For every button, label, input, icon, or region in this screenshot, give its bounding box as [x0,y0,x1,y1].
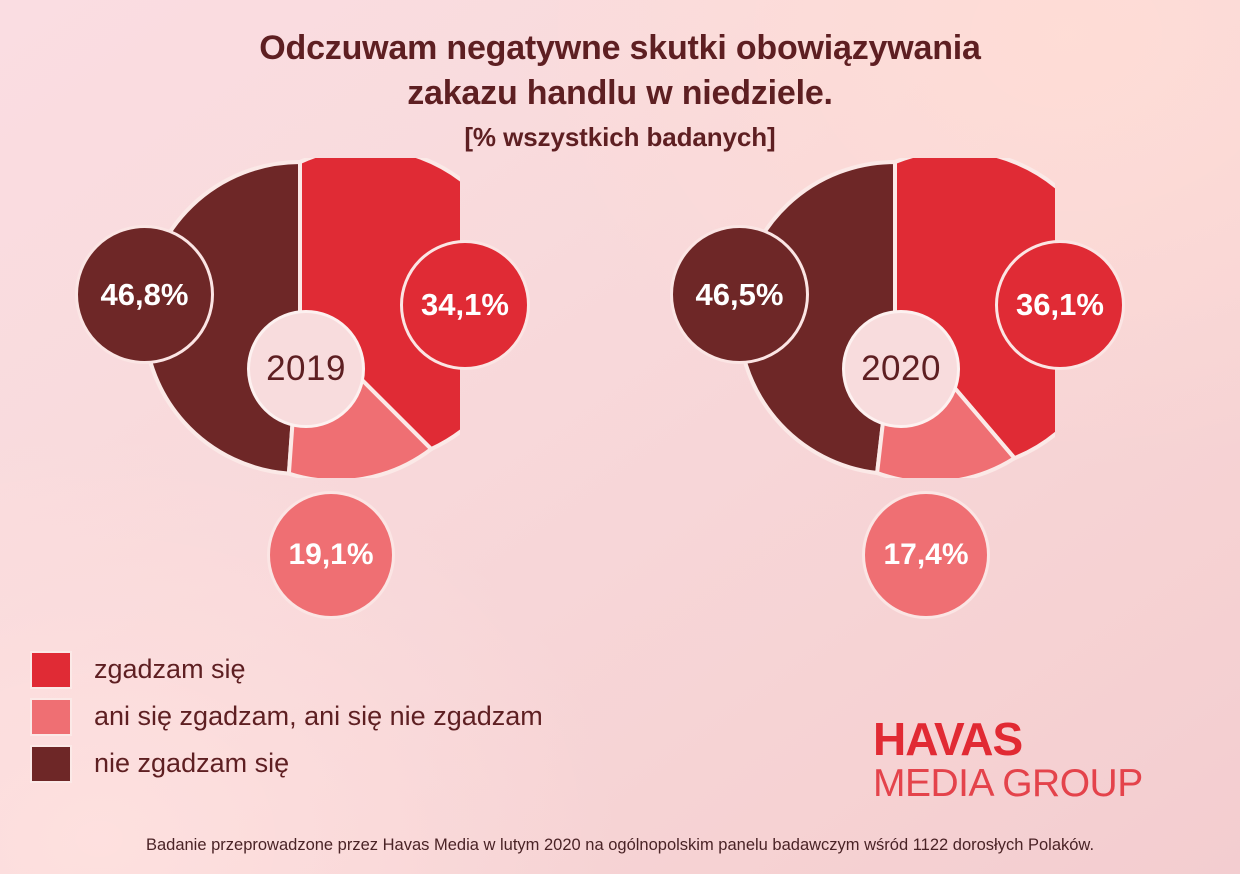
year-label-2019: 2019 [266,349,346,388]
chart-subtitle: [% wszystkich badanych] [464,121,776,152]
title-line-1: Odczuwam negatywne skutki obowiązywania [259,29,981,67]
pie-slice-agree-2020 [893,158,1055,461]
value-text-neutral-2019: 19,1% [288,538,374,571]
legend-item-agree: zgadzam się [30,646,670,693]
logo-havas-text: HAVAS [873,713,1023,765]
legend-swatch-agree [30,650,72,689]
legend-swatch-neutral [30,697,72,736]
value-bubble-agree-2019: 34,1% [400,240,530,370]
value-text-disagree-2019: 46,8% [100,276,189,312]
value-bubble-neutral-2020: 17,4% [862,491,990,619]
title-block: Odczuwam negatywne skutki obowiązywania … [0,26,1240,153]
legend-label-disagree: nie zgadzam się [94,748,290,778]
year-label-2020: 2020 [861,349,941,388]
title-line-2: zakazu handlu w niedziele. [407,73,833,112]
source-footnote: Badanie przeprowadzone przez Havas Media… [145,836,1095,854]
legend-swatch-disagree [30,744,72,783]
legend-label-agree: zgadzam się [94,654,246,684]
value-bubble-agree-2020: 36,1% [995,240,1125,370]
value-text-disagree-2020: 46,5% [695,276,784,312]
year-center-circle-2020: 2020 [842,310,960,428]
value-text-neutral-2020: 17,4% [883,538,969,571]
legend-label-neutral: ani się zgadzam, ani się nie zgadzam [94,701,543,731]
pie-chart-2019: 2019 46,8% 34,1% 19,1% [50,150,550,640]
chart-area: 2019 46,8% 34,1% 19,1% 202 [0,150,1240,640]
value-text-agree-2020: 36,1% [1016,287,1104,322]
pie-slice-agree-2019 [298,158,460,452]
year-center-circle-2019: 2019 [247,310,365,428]
value-bubble-neutral-2019: 19,1% [267,491,395,619]
logo-media-group-text: MEDIA GROUP [873,761,1143,805]
havas-media-group-logo: HAVAS MEDIA GROUP [873,713,1143,805]
legend-item-neutral: ani się zgadzam, ani się nie zgadzam [30,693,670,740]
value-bubble-disagree-2020: 46,5% [670,225,809,364]
chart-legend: zgadzam się ani się zgadzam, ani się nie… [30,646,670,787]
value-bubble-disagree-2019: 46,8% [75,225,214,364]
pie-chart-2020: 2020 46,5% 36,1% 17,4% [645,150,1145,640]
value-text-agree-2019: 34,1% [421,287,509,322]
legend-item-disagree: nie zgadzam się [30,740,670,787]
